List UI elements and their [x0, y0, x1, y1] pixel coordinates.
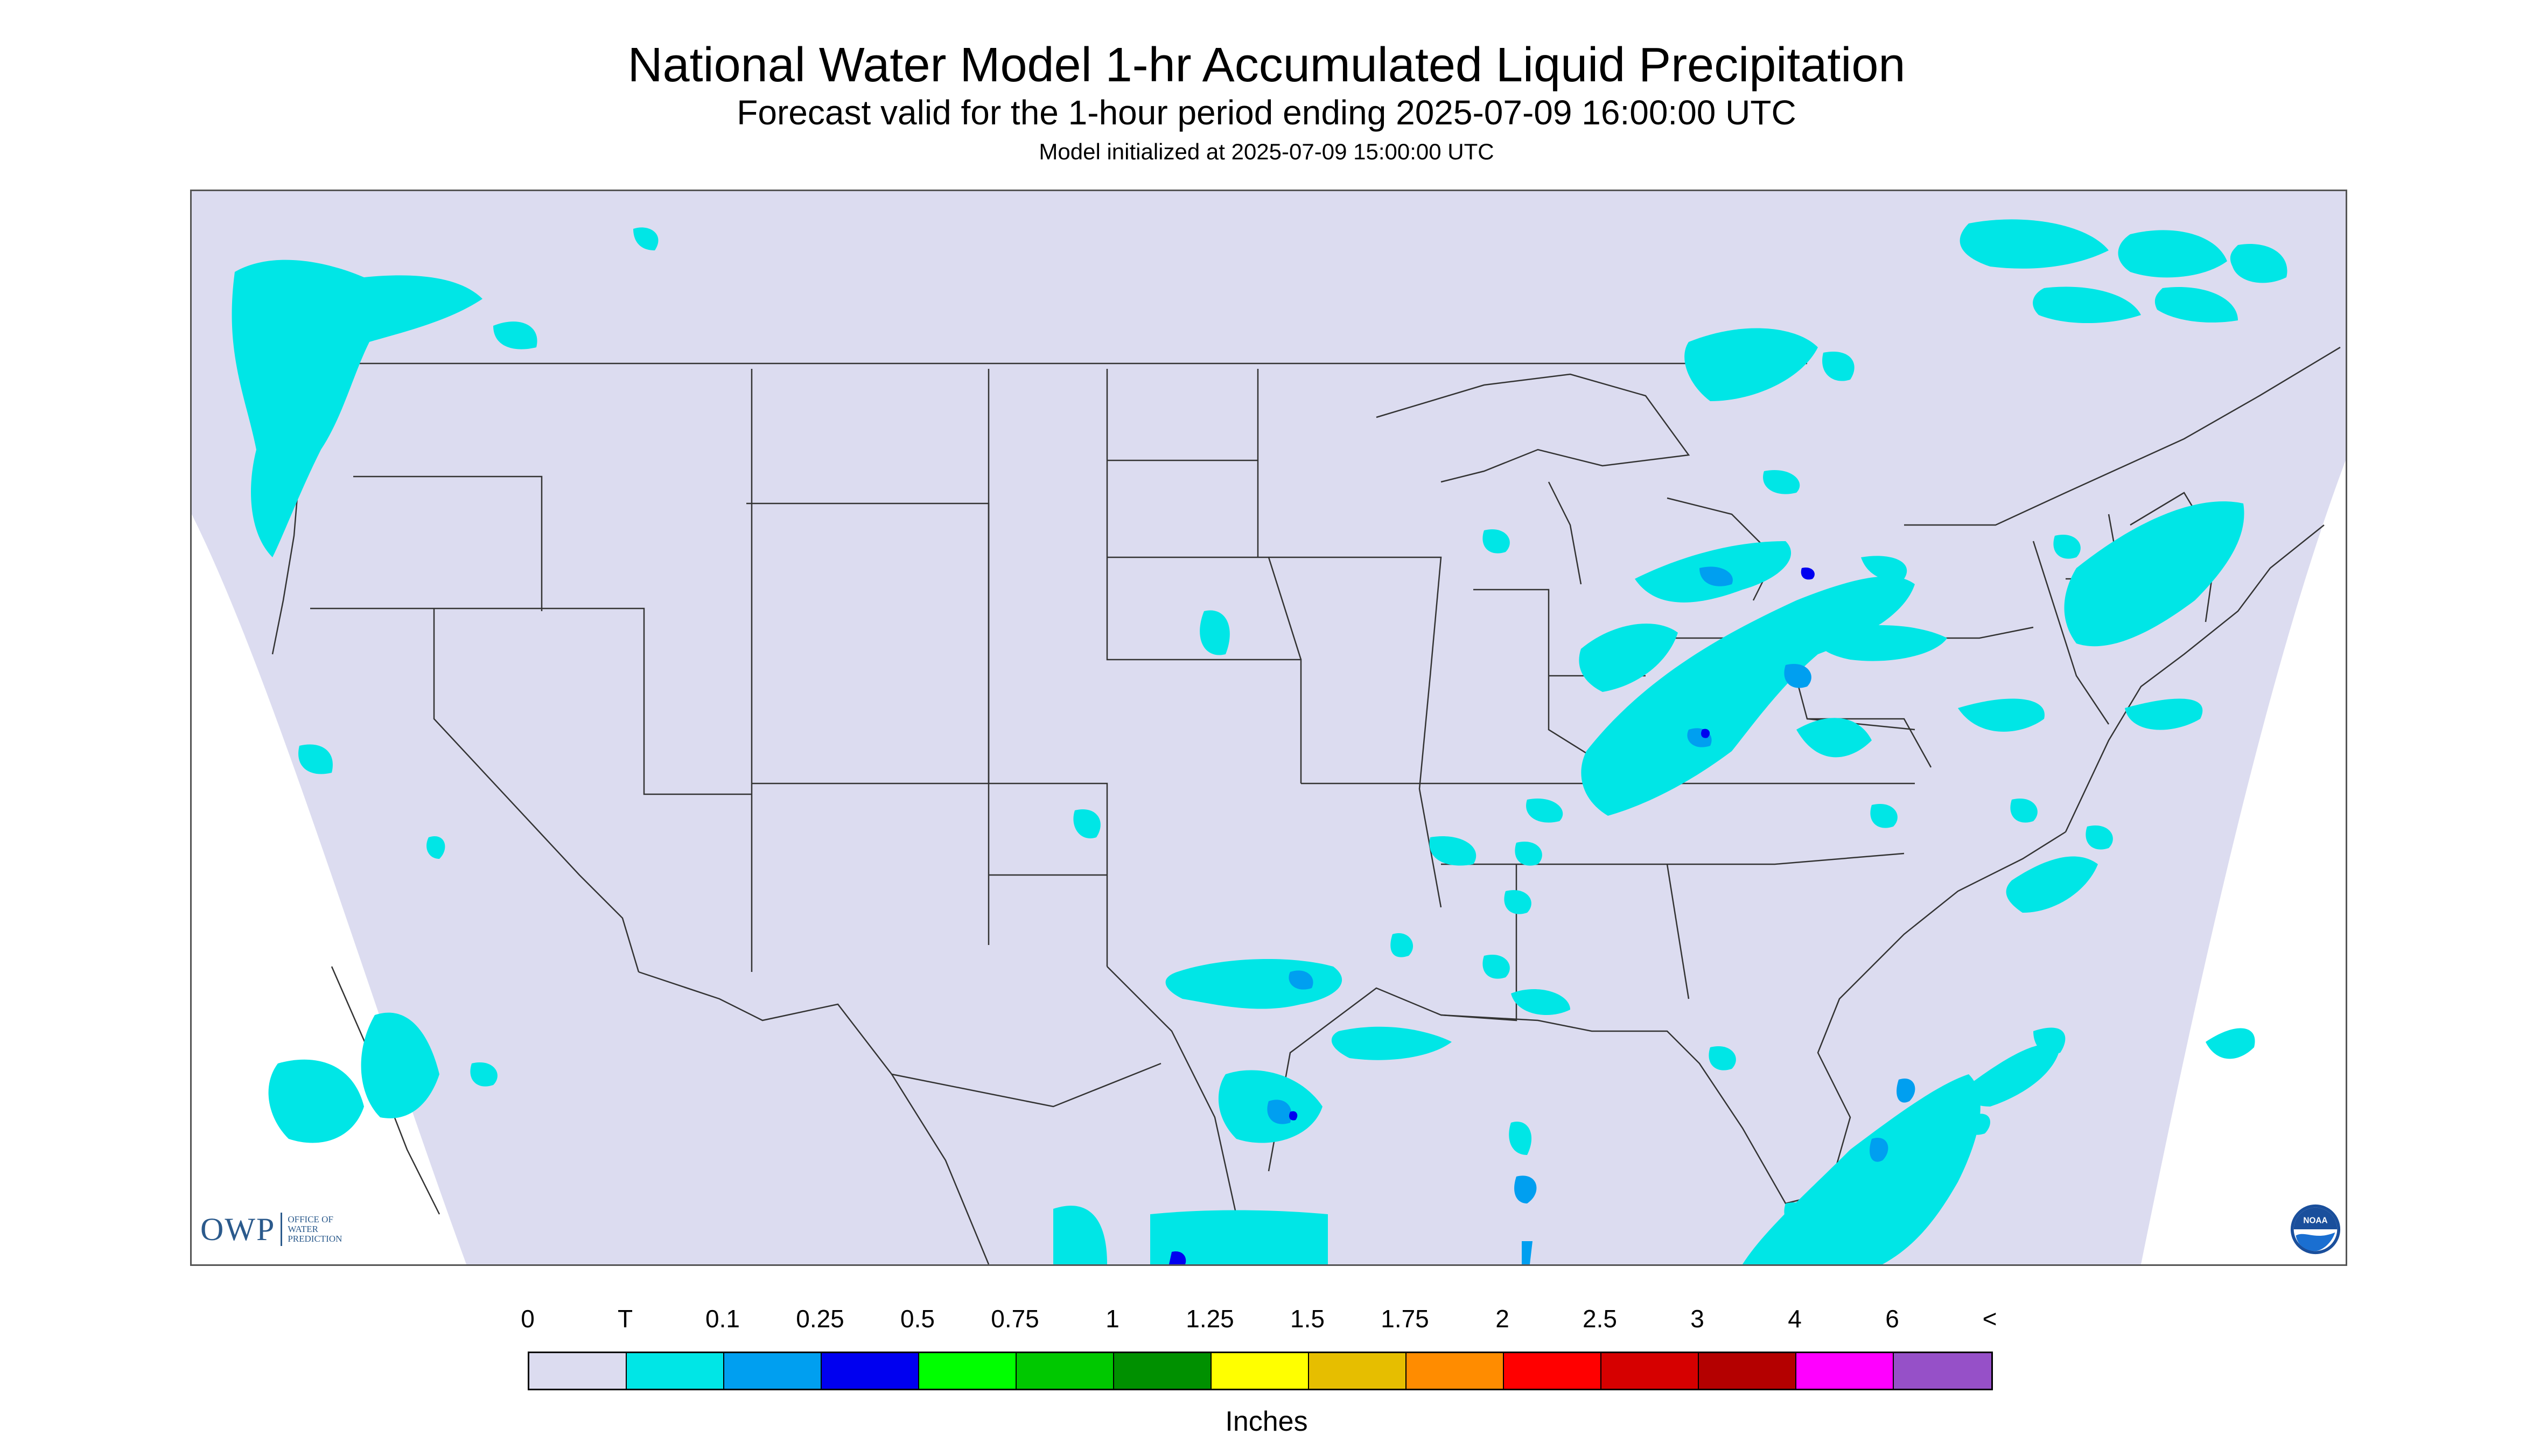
- legend-tick-label: 0.1: [705, 1305, 740, 1333]
- model-domain: [192, 191, 2346, 1264]
- legend-tick-label: 2.5: [1583, 1305, 1617, 1333]
- legend-swatch: [1017, 1353, 1114, 1389]
- legend-tick-label: 6: [1885, 1305, 1899, 1333]
- map-subtitle: Forecast valid for the 1-hour period end…: [737, 93, 1796, 132]
- political-boundaries: [271, 346, 2341, 1264]
- model-init-line: Model initialized at 2025-07-09 15:00:00…: [1039, 139, 1494, 164]
- legend-tick-label: <: [1982, 1305, 1997, 1333]
- legend-tick-label: 1.75: [1381, 1305, 1429, 1333]
- legend-swatch: [1601, 1353, 1699, 1389]
- legend-swatch: [627, 1353, 724, 1389]
- owp-logo-text: OFFICE OF WATER PREDICTION: [288, 1215, 342, 1244]
- legend-tick-label: 1.25: [1186, 1305, 1234, 1333]
- legend-swatch: [919, 1353, 1017, 1389]
- map-canvas: [192, 191, 2346, 1264]
- map-title: National Water Model 1-hr Accumulated Li…: [627, 38, 1906, 92]
- noaa-logo: NOAA: [2290, 1204, 2341, 1255]
- legend-swatch: [529, 1353, 627, 1389]
- legend-swatch: [1212, 1353, 1309, 1389]
- legend-swatch: [724, 1353, 822, 1389]
- owp-logo: OWP OFFICE OF WATER PREDICTION: [200, 1208, 342, 1251]
- owp-logo-mark: OWP: [200, 1211, 276, 1247]
- legend-tick-label: 0.75: [991, 1305, 1039, 1333]
- legend-tick-label: 4: [1788, 1305, 1802, 1333]
- legend-swatch: [1309, 1353, 1407, 1389]
- owp-logo-line: WATER: [288, 1224, 319, 1234]
- precipitation-map: OWP OFFICE OF WATER PREDICTION NOAA: [190, 190, 2347, 1266]
- legend-swatch: [1114, 1353, 1212, 1389]
- legend-tick-label: T: [617, 1305, 633, 1333]
- legend-tick-label: 3: [1690, 1305, 1704, 1333]
- legend-swatch: [1894, 1353, 1991, 1389]
- legend-units: Inches: [1225, 1406, 1308, 1437]
- legend-tick-label: 1.5: [1290, 1305, 1325, 1333]
- owp-logo-line: PREDICTION: [288, 1234, 342, 1244]
- legend-tick-label: 0.25: [796, 1305, 844, 1333]
- noaa-logo-text: NOAA: [2303, 1216, 2327, 1225]
- legend-tick-label: 2: [1495, 1305, 1509, 1333]
- legend-color-bar: [528, 1352, 1993, 1390]
- legend-swatch: [1504, 1353, 1601, 1389]
- legend-tick-label: 1: [1105, 1305, 1119, 1333]
- legend-swatch: [822, 1353, 919, 1389]
- precip-trace-areas: [232, 219, 2287, 1264]
- legend-swatch: [1699, 1353, 1796, 1389]
- legend-swatch: [1407, 1353, 1504, 1389]
- legend-tick-label: 0: [521, 1305, 535, 1333]
- owp-logo-line: OFFICE OF: [288, 1214, 333, 1224]
- legend-swatch: [1796, 1353, 1894, 1389]
- owp-logo-divider: [281, 1213, 283, 1246]
- precip-heavy-areas: [1169, 568, 1815, 1264]
- legend-tick-label: 0.5: [900, 1305, 935, 1333]
